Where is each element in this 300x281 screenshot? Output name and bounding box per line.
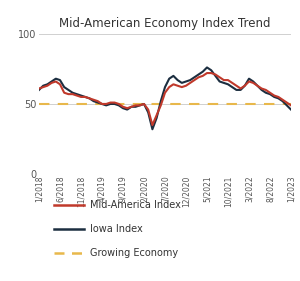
Text: Iowa Index: Iowa Index (90, 224, 143, 234)
Text: Mid-America Index: Mid-America Index (90, 200, 181, 210)
Text: Growing Economy: Growing Economy (90, 248, 178, 258)
Title: Mid-American Economy Index Trend: Mid-American Economy Index Trend (59, 17, 271, 30)
